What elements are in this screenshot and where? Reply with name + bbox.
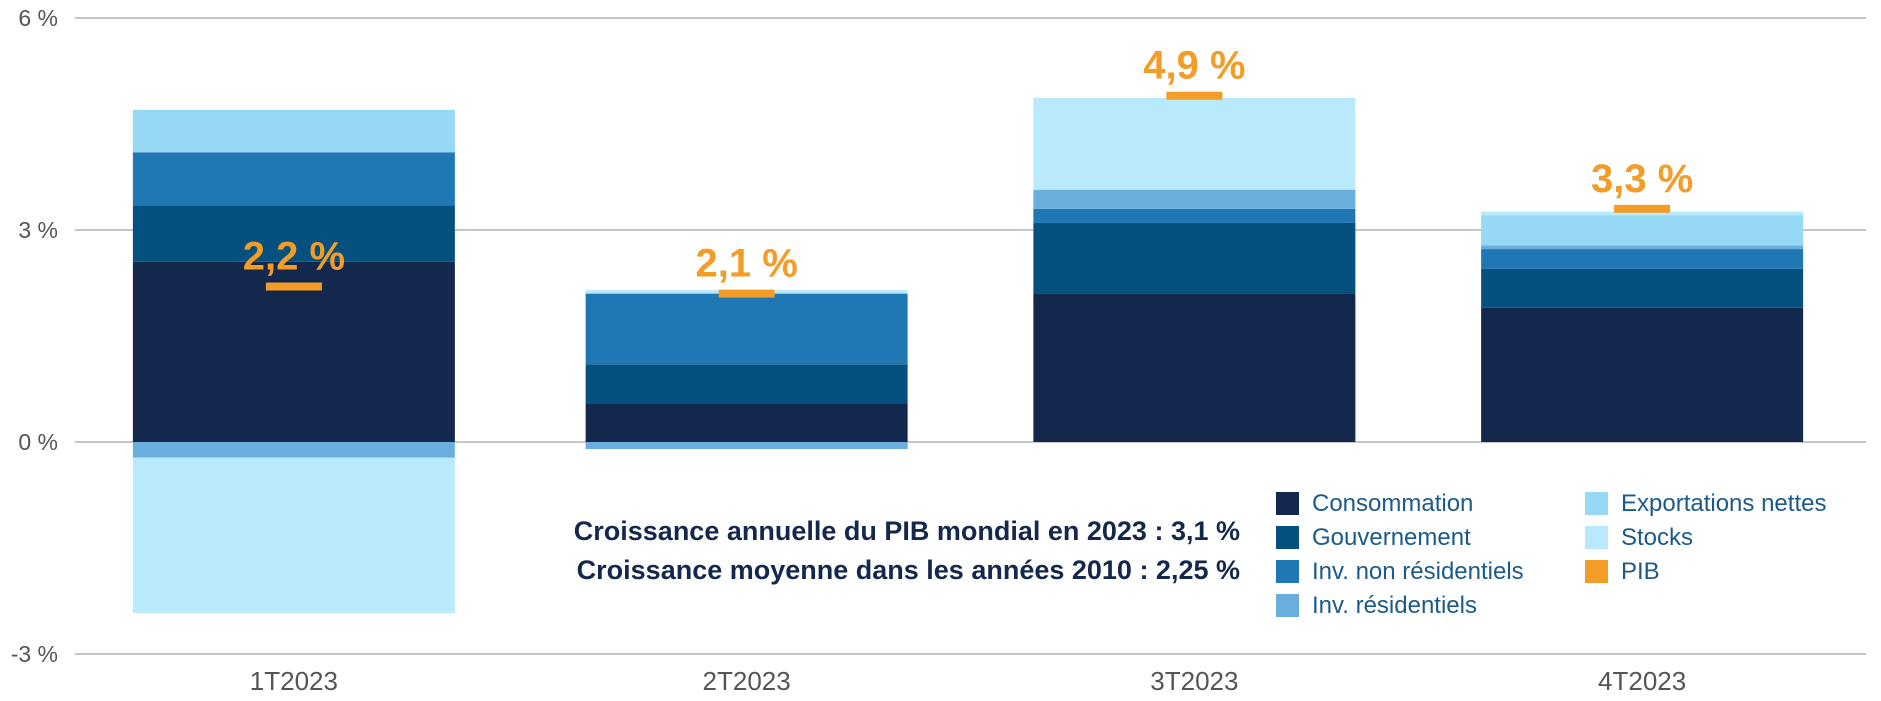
annotation-average-growth: Croissance moyenne dans les années 2010 … [577,555,1240,585]
bar-segment-5-1T2023 [132,109,455,153]
x-tick-label: 1T2023 [250,666,338,696]
legend-swatch [1585,492,1608,515]
bars [132,97,1804,614]
gdp-data-label: 2,2 % [243,235,345,279]
bar-segment-6-3T2023 [1033,97,1356,190]
bar-segment-1-4T2023 [1481,307,1804,442]
bar-segment-1-3T2023 [1033,293,1356,442]
x-tick-label: 2T2023 [703,666,791,696]
legend-label: PIB [1621,558,1660,585]
gdp-marker [1614,204,1671,213]
y-tick-label: 6 % [18,5,58,31]
bar-segment-4-3T2023 [1033,189,1356,209]
gdp-marker [1166,91,1223,100]
x-tick-label: 4T2023 [1598,666,1686,696]
bar-segment-3-4T2023 [1481,249,1804,269]
legend-label: Inv. résidentiels [1312,592,1477,619]
bar-segment-2-3T2023 [1033,222,1356,294]
bar-segment-6-1T2023 [132,457,455,614]
legend-label: Gouvernement [1312,524,1471,551]
bar-segment-4-2T2023 [585,442,908,450]
legend-label: Consommation [1312,490,1473,517]
bar-segment-2-2T2023 [585,364,908,404]
bar-segment-6-4T2023 [1481,211,1804,216]
bar-segment-2-4T2023 [1481,268,1804,308]
annotation-block: Croissance annuelle du PIB mondial en 20… [574,516,1240,585]
gdp-data-label: 3,3 % [1591,157,1693,201]
gdp-markers: 2,2 % 2,1 % 4,9 % 3,3 % [243,44,1693,298]
bar-segment-3-3T2023 [1033,208,1356,223]
x-axis: 1T2023 2T2023 3T2023 4T2023 [250,666,1686,696]
y-tick-label: 0 % [18,429,58,455]
bar-segment-4-4T2023 [1481,245,1804,250]
bar-segment-3-1T2023 [132,152,455,206]
gdp-data-label: 4,9 % [1143,44,1245,88]
legend-swatch [1276,560,1299,583]
gdp-marker [718,289,775,298]
bar-segment-2-1T2023 [132,205,455,262]
bar-segment-1-2T2023 [585,403,908,442]
legend-label: Inv. non résidentiels [1312,558,1524,585]
legend-swatch [1276,492,1299,515]
legend-label: Stocks [1621,524,1693,551]
y-tick-label: 3 % [18,217,58,243]
legend-swatch [1585,560,1608,583]
bar-segment-4-1T2023 [132,442,455,458]
bar-segment-1-1T2023 [132,261,455,442]
legend-swatch [1276,526,1299,549]
legend-swatch [1585,526,1608,549]
gdp-data-label: 2,1 % [695,242,797,286]
y-axis: 6 % 3 % 0 % -3 % [11,5,58,667]
legend: Consommation Gouvernement Inv. non résiden… [1276,490,1826,619]
legend-label: Exportations nettes [1621,490,1826,517]
y-tick-label: -3 % [11,641,58,667]
bar-segment-3-2T2023 [585,293,908,365]
gdp-marker [265,282,322,291]
x-tick-label: 3T2023 [1150,666,1238,696]
legend-swatch [1276,594,1299,617]
annotation-annual-growth: Croissance annuelle du PIB mondial en 20… [574,516,1240,546]
bar-segment-5-4T2023 [1481,215,1804,246]
